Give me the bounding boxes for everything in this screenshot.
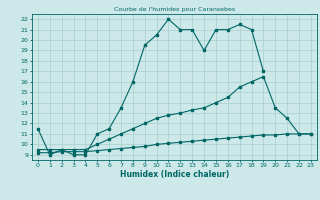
X-axis label: Humidex (Indice chaleur): Humidex (Indice chaleur) <box>120 170 229 179</box>
Title: Courbe de l'humidex pour Caransebes: Courbe de l'humidex pour Caransebes <box>114 7 235 12</box>
